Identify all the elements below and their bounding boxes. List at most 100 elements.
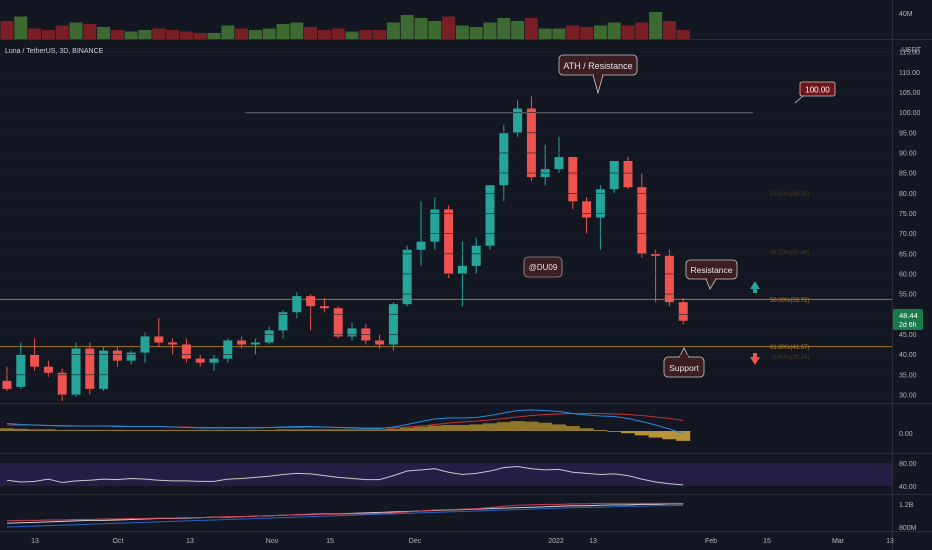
volume-bar — [41, 30, 55, 39]
candle-body — [195, 358, 205, 363]
macd-histogram-bar — [565, 426, 580, 431]
volume-bar — [524, 18, 538, 39]
candle-body — [99, 350, 109, 389]
volume-bar — [69, 22, 83, 39]
macd-histogram-bar — [331, 429, 346, 431]
candle-body — [637, 187, 647, 254]
candle-body — [513, 108, 523, 133]
candle-body — [71, 348, 81, 395]
volume-bar — [276, 24, 290, 39]
macd-histogram-bar — [455, 424, 470, 431]
volume-bar — [373, 30, 387, 39]
volume-bar — [442, 16, 456, 39]
volume-bar — [345, 31, 359, 39]
volume-bar — [221, 25, 235, 39]
ath-callout-joint — [594, 73, 602, 76]
volume-bar — [621, 25, 635, 39]
candle-body — [181, 344, 191, 359]
price-tick-label: 70.00 — [899, 231, 917, 238]
macd-histogram-bar — [510, 421, 525, 431]
macd-histogram-bar — [538, 422, 553, 431]
macd-histogram-bar — [69, 429, 83, 431]
macd-histogram-bar — [179, 429, 194, 431]
candle-body — [499, 132, 509, 186]
volume-bar — [55, 25, 69, 39]
macd-histogram-bar — [303, 429, 318, 431]
time-tick-label: Nov — [266, 538, 279, 545]
currency-label: USDT — [902, 47, 922, 54]
candle-body — [168, 342, 178, 345]
candle-body — [43, 366, 53, 373]
macd-histogram-bar — [634, 431, 649, 436]
obv-ma-long-line — [6, 504, 684, 528]
time-tick-label: Mar — [832, 538, 845, 545]
volume-bar — [593, 25, 607, 39]
candle-body — [333, 308, 343, 337]
fib-level-label: 50.00%(53.72) — [770, 298, 809, 304]
candle-body — [57, 372, 67, 395]
obv-lower-label: 800M — [899, 525, 917, 532]
fib-level-label: 78.60%(35.24) — [770, 355, 809, 361]
candle-body — [223, 340, 233, 359]
volume-bar — [511, 21, 525, 39]
volume-bar — [331, 28, 345, 39]
volume-bar — [110, 30, 124, 39]
macd-histogram-bar — [593, 429, 608, 431]
volume-bar — [166, 30, 180, 39]
candle-body — [554, 156, 564, 170]
resistance-callout-joint — [707, 277, 715, 280]
macd-histogram-bar — [207, 429, 221, 431]
price-tag-callout[interactable]: 100.00 — [794, 81, 836, 104]
volume-bar — [400, 15, 414, 39]
volume-bar — [414, 18, 428, 39]
resistance-callout[interactable]: Resistance — [685, 259, 738, 290]
price-tick-label: 55.00 — [899, 292, 917, 299]
price-tick-label: 85.00 — [899, 171, 917, 178]
fibonacci-levels[interactable]: 50.00%(53.72) 61.80%(41.97) 38.20%(65.46) 2… — [0, 192, 892, 361]
macd-histogram-bar — [262, 429, 277, 431]
volume-bar — [152, 28, 166, 39]
candle-body — [237, 340, 247, 345]
time-tick-label: Feb — [705, 538, 717, 545]
candle-body — [112, 350, 122, 361]
macd-histogram-bar — [317, 429, 332, 431]
candle-body — [292, 296, 302, 313]
volume-bar — [179, 31, 193, 39]
macd-histogram-bar — [151, 429, 166, 431]
volume-bars — [0, 12, 690, 39]
price-tick-label: 65.00 — [899, 251, 917, 258]
candle-body — [457, 265, 467, 274]
last-price-label: 48.44 2d 6h — [893, 309, 923, 330]
macd-histogram-bar — [55, 429, 70, 431]
candle-body — [2, 380, 12, 389]
candle-body — [388, 304, 398, 345]
macd-histogram-bar — [13, 428, 28, 431]
macd-histogram-bar — [579, 428, 594, 431]
candle-body — [568, 156, 578, 202]
support-callout[interactable]: Support — [663, 347, 705, 378]
price-tick-label: 80.00 — [899, 191, 917, 198]
macd-histogram-bar — [96, 429, 111, 431]
macd-histogram-bar — [496, 422, 511, 431]
time-axis[interactable]: 13 Oct 13 Nov 15 Dec 2022 13 Feb 15 Mar 13 — [31, 538, 894, 545]
candle-body — [402, 249, 412, 305]
volume-bar — [469, 27, 483, 39]
macd-pane — [0, 409, 691, 441]
candle-body — [30, 354, 40, 367]
last-price-badge — [893, 309, 923, 330]
up-arrow-icon — [750, 281, 760, 293]
candle-body — [526, 108, 536, 178]
fib-level-label: 23.60%(80.00) — [770, 192, 809, 198]
author-watermark: @DU09 — [523, 256, 563, 278]
fib-level-label: 38.20%(65.46) — [770, 250, 809, 256]
macd-histogram-bar — [358, 429, 373, 431]
volume-bar — [0, 21, 14, 39]
price-tick-label: 90.00 — [899, 150, 917, 157]
volume-bar — [97, 27, 111, 39]
resistance-callout-label: Resistance — [690, 265, 732, 275]
macd-histogram-bar — [648, 431, 663, 438]
volume-bar — [538, 28, 552, 39]
candle-body — [250, 342, 260, 345]
ath-callout[interactable]: ATH / Resistance — [558, 54, 638, 95]
